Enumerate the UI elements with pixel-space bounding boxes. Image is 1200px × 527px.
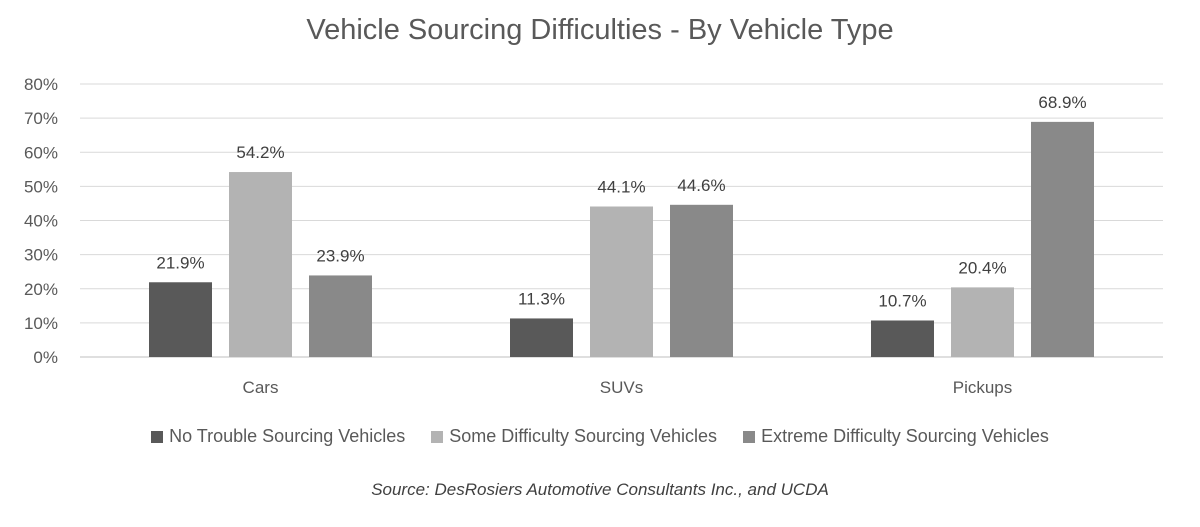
data-label: 23.9% — [316, 246, 364, 265]
data-label: 44.6% — [677, 176, 725, 195]
legend-swatch-some-difficulty — [431, 430, 444, 443]
y-tick-label: 20% — [24, 280, 58, 299]
bar — [670, 204, 733, 357]
legend-label-no-trouble: No Trouble Sourcing Vehicles — [169, 426, 406, 446]
data-label: 20.4% — [958, 258, 1006, 277]
bar — [149, 282, 212, 357]
data-label: 54.2% — [236, 143, 284, 162]
bar — [951, 287, 1014, 357]
bar — [871, 320, 934, 357]
legend-item-extreme-difficulty: Extreme Difficulty Sourcing Vehicles — [743, 426, 1049, 447]
bar — [309, 275, 372, 357]
legend-item-no-trouble: No Trouble Sourcing Vehicles — [151, 426, 405, 447]
y-tick-label: 70% — [24, 109, 58, 128]
y-tick-label: 30% — [24, 246, 58, 265]
source-note: Source: DesRosiers Automotive Consultant… — [371, 480, 829, 499]
legend-item-some-difficulty: Some Difficulty Sourcing Vehicles — [431, 426, 717, 447]
bar — [1031, 121, 1094, 357]
data-label: 10.7% — [878, 291, 926, 310]
y-tick-label: 80% — [24, 75, 58, 94]
bar — [510, 318, 573, 357]
data-label: 68.9% — [1038, 93, 1086, 112]
x-category-label: SUVs — [600, 378, 643, 397]
data-label: 44.1% — [597, 178, 645, 197]
bar — [229, 172, 292, 357]
legend-swatch-extreme-difficulty — [743, 430, 756, 443]
y-tick-label: 60% — [24, 143, 58, 162]
x-category-label: Cars — [243, 378, 279, 397]
legend-label-extreme-difficulty: Extreme Difficulty Sourcing Vehicles — [761, 426, 1049, 446]
x-category-label: Pickups — [953, 378, 1013, 397]
legend-swatch-no-trouble — [151, 430, 164, 443]
chart-title: Vehicle Sourcing Difficulties - By Vehic… — [306, 14, 894, 46]
y-tick-label: 10% — [24, 314, 58, 333]
legend: No Trouble Sourcing Vehicles Some Diffic… — [0, 426, 1200, 447]
y-tick-label: 0% — [33, 348, 58, 367]
y-tick-label: 40% — [24, 212, 58, 231]
bar — [590, 206, 653, 357]
y-tick-label: 50% — [24, 177, 58, 196]
data-label: 11.3% — [518, 289, 565, 308]
legend-label-some-difficulty: Some Difficulty Sourcing Vehicles — [449, 426, 718, 446]
data-label: 21.9% — [156, 253, 204, 272]
